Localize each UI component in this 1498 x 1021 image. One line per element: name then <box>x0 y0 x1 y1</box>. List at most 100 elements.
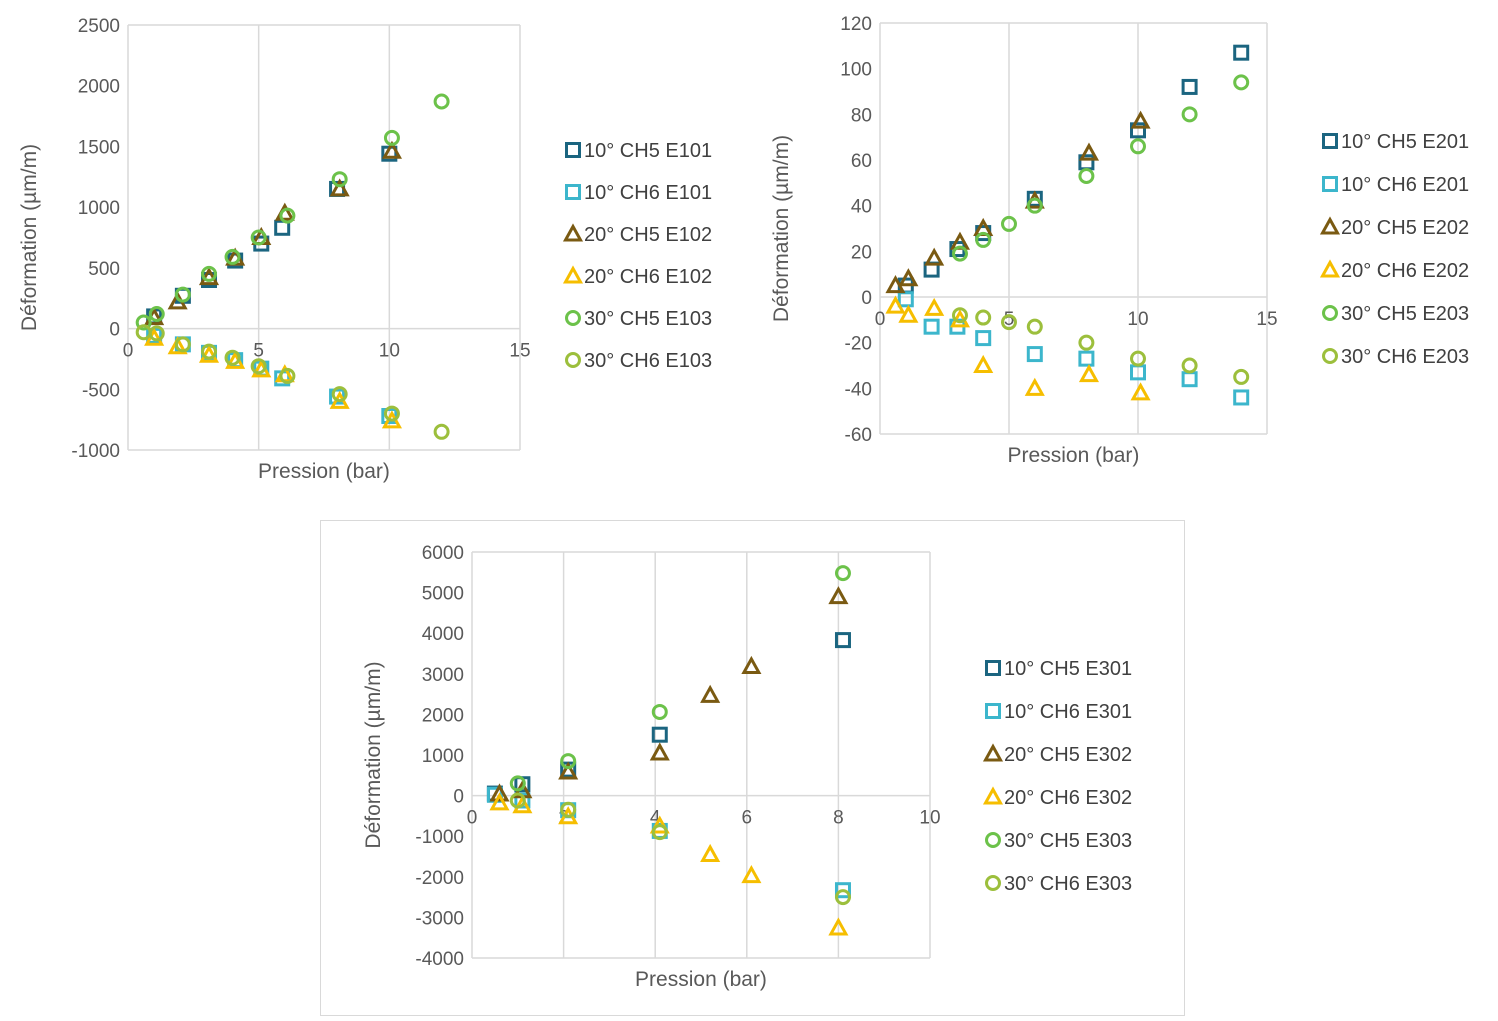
data-point <box>1233 74 1250 91</box>
data-point <box>1181 78 1198 95</box>
gridlines <box>471 551 931 959</box>
legend-label: 10° CH6 E101 <box>584 182 712 204</box>
legend-label: 20° CH6 E302 <box>1004 787 1132 809</box>
x-tick-label: 15 <box>1256 309 1277 330</box>
series-0 <box>146 145 398 325</box>
legend-label: 30° CH6 E303 <box>1004 873 1132 895</box>
y-tick-label: -4000 <box>415 949 464 970</box>
data-point <box>1181 357 1198 374</box>
data-point <box>828 917 849 936</box>
x-tick-label: 10 <box>919 808 940 829</box>
data-point <box>1233 389 1250 406</box>
data-point <box>1026 318 1043 335</box>
y-tick-label: 5000 <box>422 584 464 605</box>
series-1 <box>897 291 1250 406</box>
data-point <box>834 889 851 906</box>
x-tick-label: 15 <box>509 341 530 362</box>
data-point <box>279 207 296 224</box>
legend-marker <box>1322 305 1338 321</box>
legend-label: 30° CH6 E203 <box>1341 346 1469 368</box>
data-point <box>509 775 526 792</box>
legend-marker <box>982 743 1004 762</box>
y-tick-label: 2000 <box>78 77 120 98</box>
data-point <box>329 178 350 197</box>
y-tick-label: 1000 <box>78 198 120 219</box>
x-axis-title: Pression (bar) <box>1008 444 1140 467</box>
data-point <box>1130 110 1151 129</box>
y-axis-title: Déformation (µm/m) <box>18 144 41 331</box>
series-4 <box>951 74 1250 262</box>
data-point <box>198 266 220 286</box>
series-0 <box>486 632 851 802</box>
legend-label: 20° CH5 E202 <box>1341 217 1469 239</box>
data-point <box>174 286 191 303</box>
y-tick-label: -40 <box>845 379 872 400</box>
data-point <box>834 632 851 649</box>
y-axis-title: Déformation (µm/m) <box>362 661 385 848</box>
y-tick-label: -1000 <box>71 441 120 462</box>
data-point <box>897 291 914 308</box>
data-point <box>651 726 668 743</box>
data-point <box>975 309 992 326</box>
legend-marker <box>565 352 581 368</box>
x-tick-label: 10 <box>379 341 400 362</box>
legend: 10° CH5 E301 10° CH6 E301 20° CH5 E302 20° … <box>982 658 1132 895</box>
series-1 <box>486 786 851 899</box>
x-axis-title: Pression (bar) <box>258 460 390 483</box>
legend-marker <box>982 786 1004 805</box>
y-tick-label: 100 <box>840 60 872 81</box>
legend-marker <box>1322 176 1338 192</box>
series-2 <box>885 110 1151 294</box>
data-point <box>1001 314 1017 331</box>
data-point <box>381 408 398 424</box>
legend: 10° CH5 E101 10° CH6 E101 20° CH5 E102 20° … <box>562 140 712 372</box>
series-4 <box>135 93 450 331</box>
data-point <box>1233 44 1250 61</box>
data-point <box>174 336 191 353</box>
legend-label: 20° CH5 E102 <box>584 224 712 246</box>
data-point <box>651 703 668 720</box>
legend-marker <box>565 142 581 158</box>
data-point <box>834 882 851 899</box>
y-tick-label: 0 <box>453 787 464 808</box>
chart-svg: 6000500040003000200010000-1000-2000-3000… <box>362 543 1132 991</box>
legend: 10° CH5 E201 10° CH6 E201 20° CH5 E202 20° … <box>1319 131 1469 368</box>
y-tick-label: -1000 <box>415 827 464 848</box>
gridlines <box>127 24 521 451</box>
legend-label: 20° CH6 E102 <box>584 266 712 288</box>
data-point <box>1130 382 1151 401</box>
legend-marker <box>1322 133 1338 149</box>
y-tick-label: 2500 <box>78 16 120 37</box>
legend-label: 30° CH5 E203 <box>1341 303 1469 325</box>
data-point <box>560 753 577 770</box>
data-point <box>885 295 906 314</box>
series-1 <box>146 327 398 424</box>
x-tick-label: 8 <box>833 808 844 829</box>
data-point <box>898 304 919 323</box>
series-3 <box>885 295 1151 401</box>
legend-label: 10° CH6 E201 <box>1341 174 1469 196</box>
chart-e301-e303: 6000 5000 4000 3000 2000 1000 0 -1000 -2000 -3000… <box>320 520 1185 1016</box>
data-point <box>924 247 945 266</box>
data-point <box>1233 368 1250 385</box>
y-tick-label: 1500 <box>78 137 120 158</box>
y-axis-title: Déformation (µm/m) <box>770 135 793 322</box>
data-point <box>560 801 577 818</box>
legend-marker <box>985 703 1001 719</box>
y-tick-label: 500 <box>88 259 120 280</box>
y-tick-label: 120 <box>840 14 872 35</box>
data-point <box>1078 364 1100 383</box>
data-point <box>951 245 968 262</box>
gridlines <box>879 22 1268 435</box>
y-tick-label: 2000 <box>422 705 464 726</box>
data-point <box>1130 350 1146 367</box>
data-point <box>250 229 267 246</box>
data-point <box>834 565 851 582</box>
series-5 <box>509 792 851 906</box>
legend-label: 20° CH5 E302 <box>1004 744 1132 766</box>
data-point <box>651 824 668 841</box>
series-3 <box>144 327 402 429</box>
data-point <box>1181 106 1198 123</box>
data-point <box>1078 167 1095 184</box>
